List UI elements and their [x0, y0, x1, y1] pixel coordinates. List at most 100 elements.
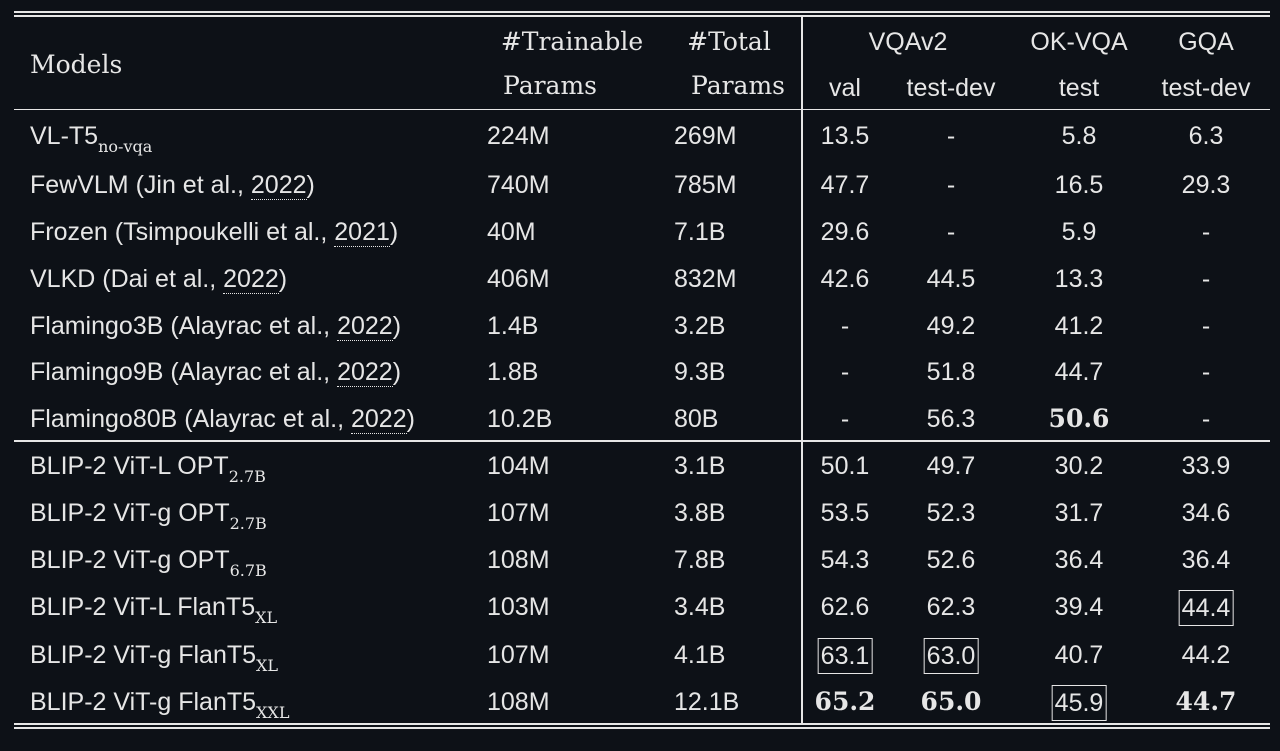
citation-year-link[interactable]: 2022 [337, 358, 393, 387]
cell-val: 62.6 [820, 593, 870, 621]
model-name-subscript: 2.7B [229, 514, 267, 533]
cell-trainable: 406M [487, 265, 550, 293]
header-vqav2: VQAv2 [868, 28, 948, 56]
model-name: Flamingo9B (Alayrac et al., 2022) [30, 357, 401, 387]
citation-year-link[interactable]: 2022 [350, 405, 407, 434]
column-divider [801, 16, 803, 724]
cell-okvqa: 45.9 [1051, 685, 1107, 721]
citation-year-link[interactable]: 2022 [223, 265, 279, 294]
model-name-subscript: 6.7B [229, 561, 267, 580]
model-name-subscript: no-vqa [98, 137, 153, 156]
cell-testdev: 52.6 [926, 546, 976, 574]
cell-val: - [840, 312, 850, 340]
cell-total: 3.2B [674, 312, 726, 340]
model-name-text: VL-T5 [30, 122, 99, 150]
cell-val: 47.7 [820, 171, 870, 199]
cell-testdev: 49.7 [926, 452, 976, 480]
cell-val: 63.1 [817, 638, 873, 674]
cell-total: 3.8B [674, 499, 726, 527]
cell-val: 54.3 [820, 546, 870, 574]
model-name: BLIP-2 ViT-g FlanT5XXL [30, 687, 289, 721]
cell-trainable: 224M [487, 122, 550, 150]
cell-gqa: - [1201, 405, 1211, 433]
top-rule-2 [14, 15, 1270, 17]
cell-gqa: 29.3 [1181, 171, 1231, 199]
header-testdev-vqa: test-dev [906, 74, 996, 102]
citation-year-link[interactable]: 2021 [334, 218, 390, 247]
model-name-text: BLIP-2 ViT-g FlanT5 [30, 641, 257, 669]
model-name-subscript: 2.7B [228, 467, 266, 486]
citation-close: ) [306, 171, 315, 199]
cell-gqa: 36.4 [1181, 546, 1231, 574]
cell-total: 12.1B [674, 688, 740, 716]
model-name-text: Flamingo3B (Alayrac et al., [30, 312, 338, 340]
cell-testdev: 56.3 [926, 405, 976, 433]
cell-trainable: 1.8B [487, 358, 539, 386]
cell-okvqa: 5.9 [1061, 218, 1097, 246]
cell-testdev: 49.2 [926, 312, 976, 340]
cell-testdev: 65.0 [920, 687, 982, 716]
cell-val: - [840, 405, 850, 433]
cell-total: 7.1B [674, 218, 726, 246]
model-name-text: VLKD (Dai et al., [30, 265, 224, 293]
cell-trainable: 10.2B [487, 405, 553, 433]
cell-testdev: 62.3 [926, 593, 976, 621]
cell-okvqa: 39.4 [1054, 593, 1104, 621]
cell-okvqa: 31.7 [1054, 499, 1104, 527]
model-name: VLKD (Dai et al., 2022) [30, 264, 287, 294]
cell-total: 80B [674, 405, 719, 433]
citation-close: ) [278, 265, 288, 293]
cell-total: 269M [674, 122, 737, 150]
model-name-text: BLIP-2 ViT-g OPT [30, 546, 230, 574]
model-name: Frozen (Tsimpoukelli et al., 2021) [30, 217, 398, 247]
model-name: BLIP-2 ViT-L FlanT5XL [30, 592, 277, 626]
cell-trainable: 40M [487, 218, 536, 246]
cell-testdev: 44.5 [926, 265, 976, 293]
cell-trainable: 107M [487, 499, 550, 527]
header-total-line1: #Total [687, 27, 771, 56]
cell-val: 29.6 [820, 218, 870, 246]
citation-close: ) [392, 312, 402, 340]
cell-okvqa: 50.6 [1048, 404, 1110, 433]
cell-val: 53.5 [820, 499, 870, 527]
model-name-text: Flamingo80B (Alayrac et al., [30, 405, 351, 433]
cell-okvqa: 36.4 [1054, 546, 1104, 574]
header-val: val [829, 74, 861, 102]
citation-year-link[interactable]: 2022 [250, 171, 307, 200]
header-trainable-line2: Params [503, 71, 597, 100]
cell-val: 65.2 [814, 687, 876, 716]
header-okvqa: OK-VQA [1030, 28, 1128, 56]
header-testdev-gqa: test-dev [1161, 74, 1251, 102]
bottom-rule-1 [14, 723, 1270, 725]
group-rule [14, 440, 1270, 442]
model-name: Flamingo80B (Alayrac et al., 2022) [30, 404, 415, 434]
cell-total: 7.8B [674, 546, 726, 574]
model-name: BLIP-2 ViT-L OPT2.7B [30, 451, 266, 485]
cell-okvqa: 44.7 [1054, 358, 1104, 386]
citation-year-link[interactable]: 2022 [337, 312, 393, 341]
cell-trainable: 1.4B [487, 312, 539, 340]
model-name-text: BLIP-2 ViT-L FlanT5 [30, 593, 256, 621]
cell-okvqa: 13.3 [1054, 265, 1104, 293]
cell-testdev: - [946, 122, 956, 150]
cell-trainable: 104M [487, 452, 550, 480]
model-name-text: FewVLM (Jin et al., [30, 171, 251, 199]
citation-close: ) [389, 218, 399, 246]
bottom-rule-2 [14, 727, 1270, 729]
model-name: FewVLM (Jin et al., 2022) [30, 170, 315, 200]
model-name-text: Flamingo9B (Alayrac et al., [30, 358, 338, 386]
cell-testdev: - [946, 171, 956, 199]
cell-val: 50.1 [820, 452, 870, 480]
citation-close: ) [406, 405, 415, 433]
header-total-line2: Params [691, 71, 785, 100]
cell-gqa: 6.3 [1188, 122, 1224, 150]
header-rule [14, 109, 1270, 110]
cell-total: 785M [674, 171, 737, 199]
cell-okvqa: 40.7 [1054, 641, 1104, 669]
top-rule-1 [14, 11, 1270, 13]
model-name-text: BLIP-2 ViT-L OPT [30, 452, 229, 480]
cell-trainable: 108M [487, 688, 550, 716]
cell-gqa: - [1201, 265, 1211, 293]
cell-testdev: - [946, 218, 956, 246]
cell-gqa: 34.6 [1181, 499, 1231, 527]
